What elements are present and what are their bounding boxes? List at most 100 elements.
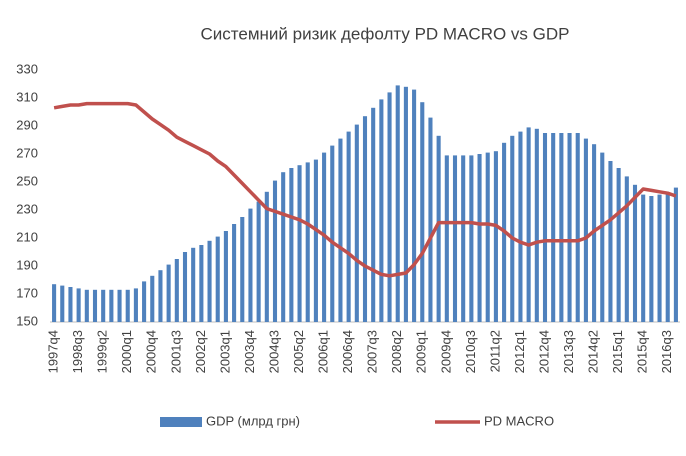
- bar: [207, 240, 212, 322]
- bar: [338, 138, 343, 322]
- line: [53, 101, 677, 278]
- bar: [52, 284, 57, 322]
- bar: [313, 159, 318, 322]
- bar: [354, 124, 359, 322]
- bar: [551, 133, 556, 322]
- bar: [289, 168, 294, 322]
- bar: [371, 107, 376, 322]
- x-tick-label: 2010q3: [463, 330, 478, 373]
- y-tick-label: 290: [16, 117, 38, 132]
- bar: [84, 289, 89, 322]
- y-tick-label: 150: [16, 313, 38, 328]
- y-tick-label: 210: [16, 229, 38, 244]
- bar: [182, 252, 188, 322]
- bar: [477, 154, 482, 322]
- x-tick-label: 2016q3: [659, 330, 674, 373]
- y-tick-label: 330: [16, 61, 38, 76]
- x-tick-label: 2014q2: [586, 330, 601, 373]
- bar: [379, 99, 384, 323]
- x-tick-label: 2013q3: [561, 330, 576, 373]
- y-tick-label: 170: [16, 285, 38, 300]
- bar: [526, 127, 531, 323]
- bar: [158, 270, 163, 322]
- bar: [452, 155, 458, 322]
- bar: [125, 289, 130, 322]
- bar: [387, 92, 392, 323]
- bar: [166, 264, 171, 322]
- legend-label: PD MACRO: [484, 413, 554, 428]
- bar: [403, 86, 408, 322]
- y-tick-label: 310: [16, 89, 38, 104]
- bar: [174, 259, 179, 322]
- x-tick-label: 2000q1: [119, 330, 134, 373]
- bar: [444, 155, 449, 322]
- bar: [428, 117, 433, 322]
- bar: [395, 85, 400, 323]
- bar: [485, 152, 490, 322]
- bar: [641, 194, 646, 322]
- legend-swatch: [160, 417, 202, 427]
- bar: [575, 133, 580, 322]
- x-tick-label: 2012q4: [536, 330, 551, 373]
- x-tick-label: 2007q3: [365, 330, 380, 373]
- bar: [117, 289, 122, 322]
- bar: [542, 133, 548, 322]
- x-tick-label: 2005q2: [291, 330, 306, 373]
- x-tick-label: 2002q2: [193, 330, 208, 373]
- bar: [534, 128, 539, 322]
- bar: [256, 201, 261, 322]
- bar: [330, 145, 335, 322]
- bar: [665, 193, 670, 322]
- bar: [191, 247, 196, 322]
- bar: [412, 89, 417, 322]
- x-tick-label: 2008q2: [389, 330, 404, 373]
- x-tick-label: 2009q4: [438, 330, 453, 373]
- x-tick-label: 2006q4: [340, 330, 355, 373]
- x-tick-label: 1997q4: [46, 330, 61, 373]
- bar: [133, 288, 138, 322]
- bar: [673, 187, 678, 322]
- x-tick-label: 2006q1: [316, 330, 331, 373]
- x-tick-label: 2015q1: [610, 330, 625, 373]
- legend-label: GDP (млрд грн): [206, 413, 300, 428]
- bar: [436, 135, 441, 322]
- y-tick-label: 230: [16, 201, 38, 216]
- x-tick-label: 2011q2: [487, 330, 502, 372]
- bar: [248, 208, 253, 322]
- bar: [240, 217, 245, 322]
- bar: [420, 102, 425, 322]
- x-tick-label: 1999q2: [95, 330, 110, 373]
- bar: [215, 236, 220, 322]
- bar: [92, 289, 98, 322]
- bar: [272, 180, 278, 322]
- bar: [469, 155, 474, 322]
- bar: [493, 151, 498, 322]
- bar: [281, 172, 286, 322]
- x-tick-label: 2003q4: [242, 330, 257, 373]
- bar: [567, 133, 572, 322]
- x-tick-label: 2004q3: [266, 330, 281, 373]
- bar: [510, 135, 515, 322]
- bar: [559, 133, 564, 322]
- bar: [60, 285, 65, 322]
- bar: [518, 131, 523, 322]
- bar: [461, 155, 466, 322]
- x-tick-label: 2000q4: [144, 330, 159, 373]
- bar: [616, 168, 621, 322]
- bar: [305, 162, 310, 322]
- bar: [223, 231, 228, 322]
- bar: [657, 194, 662, 322]
- y-tick-label: 190: [16, 257, 38, 272]
- y-tick-label: 250: [16, 173, 38, 188]
- chart-title: Системний ризик дефолту PD MACRO vs GDP: [201, 24, 570, 43]
- bar: [608, 161, 613, 322]
- bar: [101, 289, 106, 322]
- bar: [632, 184, 638, 322]
- bar: [346, 131, 351, 322]
- bar: [649, 196, 654, 322]
- x-tick-label: 2012q1: [512, 330, 527, 373]
- bar: [362, 116, 368, 322]
- bar: [76, 288, 81, 322]
- x-tick-label: 2009q1: [414, 330, 429, 373]
